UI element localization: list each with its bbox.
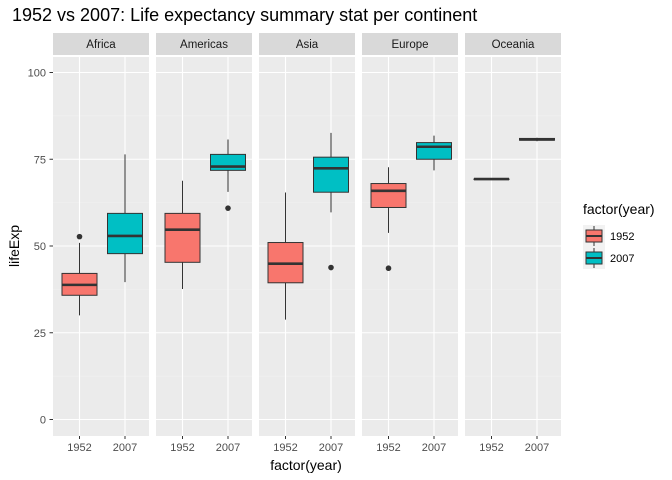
legend: factor(year) 1952 2007	[583, 201, 655, 269]
x-tick-label: 1952	[67, 442, 91, 454]
legend-title: factor(year)	[583, 201, 655, 217]
outlier-point	[225, 205, 231, 211]
chart-title: 1952 vs 2007: Life expectancy summary st…	[12, 5, 477, 25]
facet-label: Africa	[86, 39, 116, 51]
x-tick-label: 2007	[319, 442, 343, 454]
legend-label: 2007	[610, 253, 634, 265]
x-tick-label: 2007	[216, 442, 240, 454]
facet-africa: Africa 1952 2007	[53, 33, 149, 454]
box-2007	[107, 154, 143, 283]
facet-americas: Americas 1952 2007	[156, 33, 252, 454]
facet-label: Americas	[180, 39, 228, 51]
box-1952	[164, 180, 201, 290]
legend-item-2007: 2007	[583, 247, 634, 269]
x-tick-label: 2007	[113, 442, 137, 454]
y-tick-label: 100	[28, 68, 46, 80]
outlier-point	[385, 265, 392, 272]
box-1952	[473, 177, 510, 181]
facet-europe: Europe 1952 2007	[362, 33, 458, 454]
facet-oceania: Oceania 1952 2007	[465, 33, 561, 454]
facet-panels: Africa 1952 2007 Americas 1952 2007 Asia 1952 20…	[53, 33, 561, 454]
y-tick-label: 0	[40, 415, 46, 427]
y-axis-title: lifeExp	[6, 225, 22, 267]
y-tick-label: 50	[34, 241, 46, 253]
y-tick-label: 75	[34, 154, 46, 166]
x-axis-title: factor(year)	[270, 457, 342, 473]
facet-strip	[53, 33, 149, 55]
x-tick-label: 2007	[422, 442, 446, 454]
facet-label: Europe	[391, 39, 428, 51]
box-iqr	[164, 212, 201, 263]
y-tick-label: 25	[34, 328, 46, 340]
box-iqr	[416, 142, 452, 160]
box-2007	[416, 135, 452, 171]
facet-asia: Asia 1952 2007	[259, 33, 355, 454]
facet-strip	[465, 33, 561, 55]
x-tick-label: 1952	[479, 442, 503, 454]
box-2007	[313, 132, 349, 271]
legend-item-1952: 1952	[583, 225, 634, 247]
box-iqr	[210, 153, 246, 171]
box-1952	[267, 192, 304, 320]
outlier-point	[76, 233, 83, 240]
box-iqr	[107, 212, 143, 255]
x-tick-label: 1952	[170, 442, 194, 454]
outlier-point	[328, 264, 334, 271]
legend-label: 1952	[610, 231, 634, 243]
facet-strip	[156, 33, 252, 55]
y-axis: 0 25 50 75 100	[28, 68, 53, 427]
x-tick-label: 1952	[273, 442, 297, 454]
box-1952	[61, 233, 98, 316]
legend-keys: 1952 2007	[583, 225, 634, 269]
box-1952	[370, 167, 407, 272]
x-tick-label: 1952	[376, 442, 400, 454]
facet-strip	[362, 33, 458, 55]
x-tick-label: 2007	[525, 442, 549, 454]
facet-label: Oceania	[492, 39, 535, 51]
box-iqr	[370, 183, 407, 208]
box-2007	[519, 137, 555, 142]
box-iqr	[313, 156, 349, 193]
facet-strip	[259, 33, 355, 55]
facet-label: Asia	[296, 39, 319, 51]
box-2007	[210, 139, 246, 211]
